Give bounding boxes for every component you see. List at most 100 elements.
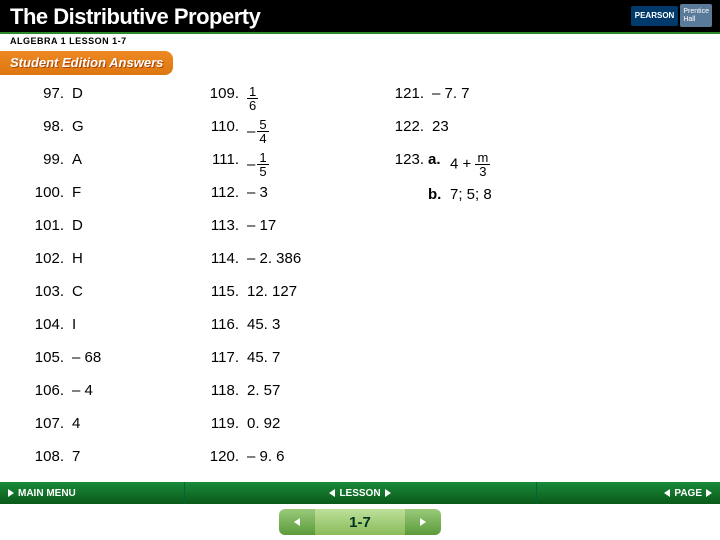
answer-number: 110. xyxy=(205,118,243,135)
publisher-logo: PEARSON Prentice Hall xyxy=(631,4,712,27)
triangle-left-icon xyxy=(329,489,335,497)
answer-row: 101.D xyxy=(30,217,205,250)
answer-number: 116. xyxy=(205,316,243,333)
triangle-right-icon xyxy=(420,518,426,526)
answer-value: H xyxy=(68,250,83,267)
answer-number: 113. xyxy=(205,217,243,234)
answer-row: 120.– 9. 6 xyxy=(205,448,390,481)
subpart-label: b. xyxy=(428,186,450,203)
answer-number: 106. xyxy=(30,382,68,399)
answer-number: 104. xyxy=(30,316,68,333)
answer-value: 23 xyxy=(428,118,449,135)
answer-value: 2. 57 xyxy=(243,382,280,399)
footer-bar: MAIN MENU LESSON PAGE xyxy=(0,482,720,504)
answer-number: 121. xyxy=(390,85,428,102)
page-prev-button[interactable] xyxy=(279,509,315,535)
answer-number: 101. xyxy=(30,217,68,234)
triangle-left-icon xyxy=(294,518,300,526)
answer-number: 107. xyxy=(30,415,68,432)
answer-row: 116.45. 3 xyxy=(205,316,390,349)
answer-row: 99.A xyxy=(30,151,205,184)
answer-row: 110.–54 xyxy=(205,118,390,151)
subpart-label: a. xyxy=(428,151,450,178)
answer-value: 45. 3 xyxy=(243,316,280,333)
answer-row: 98.G xyxy=(30,118,205,151)
answer-number: 109. xyxy=(205,85,243,102)
answer-row: 107.4 xyxy=(30,415,205,448)
answer-number: 102. xyxy=(30,250,68,267)
subtitle-bar: ALGEBRA 1 LESSON 1-7 xyxy=(0,34,720,49)
answer-number: 99. xyxy=(30,151,68,168)
answer-row: 122.23 xyxy=(390,118,710,151)
page-navigator: 1-7 xyxy=(0,504,720,540)
answers-column-1: 97.D98.G99.A100.F101.D102.H103.C104.I105… xyxy=(30,85,205,481)
answer-value: – 3 xyxy=(243,184,268,201)
answer-row: 115.12. 127 xyxy=(205,283,390,316)
answer-value: I xyxy=(68,316,76,333)
answer-number: 108. xyxy=(30,448,68,465)
answer-number: 118. xyxy=(205,382,243,399)
pearson-logo-text: PEARSON xyxy=(631,6,679,26)
triangle-right-icon xyxy=(385,489,391,497)
main-menu-button[interactable]: MAIN MENU xyxy=(0,482,185,504)
answer-row: 102.H xyxy=(30,250,205,283)
answer-value: – 2. 386 xyxy=(243,250,301,267)
answer-value: 16 xyxy=(243,85,258,112)
answer-number: 112. xyxy=(205,184,243,201)
answer-row: 111.–15 xyxy=(205,151,390,184)
answer-value: C xyxy=(68,283,83,300)
answer-value: 45. 7 xyxy=(243,349,280,366)
answer-row-123: 123.a.4 + m3b.7; 5; 8 xyxy=(390,151,710,203)
answer-row: 117.45. 7 xyxy=(205,349,390,382)
answer-number: 120. xyxy=(205,448,243,465)
answer-number: 117. xyxy=(205,349,243,366)
answer-subparts: a.4 + m3b.7; 5; 8 xyxy=(428,151,492,203)
page-number: 1-7 xyxy=(315,509,405,535)
answer-number: 105. xyxy=(30,349,68,366)
answers-content: 97.D98.G99.A100.F101.D102.H103.C104.I105… xyxy=(0,75,720,481)
answer-value: 12. 127 xyxy=(243,283,297,300)
footer: MAIN MENU LESSON PAGE 1-7 xyxy=(0,482,720,540)
answer-row: 104.I xyxy=(30,316,205,349)
answer-value: D xyxy=(68,85,83,102)
answer-row: 109.16 xyxy=(205,85,390,118)
answer-number: 123. xyxy=(390,151,428,168)
triangle-right-icon xyxy=(706,489,712,497)
answer-number: 97. xyxy=(30,85,68,102)
answer-row: 103.C xyxy=(30,283,205,316)
answer-number: 100. xyxy=(30,184,68,201)
answer-row: 108.7 xyxy=(30,448,205,481)
answer-row: 113.– 17 xyxy=(205,217,390,250)
answer-row: 121.– 7. 7 xyxy=(390,85,710,118)
answer-row: 114.– 2. 386 xyxy=(205,250,390,283)
lesson-nav[interactable]: LESSON xyxy=(185,482,537,504)
answer-number: 114. xyxy=(205,250,243,267)
answer-row: 118.2. 57 xyxy=(205,382,390,415)
answer-value: 4 xyxy=(68,415,80,432)
answer-number: 119. xyxy=(205,415,243,432)
subpart-value: 7; 5; 8 xyxy=(450,186,492,203)
answer-value: – 7. 7 xyxy=(428,85,470,102)
answers-column-2: 109.16110.–54111.–15112.– 3113.– 17114.–… xyxy=(205,85,390,481)
answer-value: –54 xyxy=(243,118,269,145)
prentice-hall-logo: Prentice Hall xyxy=(680,4,712,27)
subpart-value: 4 + m3 xyxy=(450,151,490,178)
answer-value: A xyxy=(68,151,82,168)
answer-value: 7 xyxy=(68,448,80,465)
page-nav-button[interactable]: PAGE xyxy=(537,482,720,504)
answer-value: – 4 xyxy=(68,382,93,399)
triangle-left-icon xyxy=(664,489,670,497)
answer-value: G xyxy=(68,118,84,135)
answer-value: – 68 xyxy=(68,349,101,366)
answer-row: 106.– 4 xyxy=(30,382,205,415)
page-next-button[interactable] xyxy=(405,509,441,535)
answer-value: D xyxy=(68,217,83,234)
answer-row: 112.– 3 xyxy=(205,184,390,217)
answer-value: – 9. 6 xyxy=(243,448,285,465)
answer-number: 122. xyxy=(390,118,428,135)
answer-value: –15 xyxy=(243,151,269,178)
answer-value: F xyxy=(68,184,81,201)
answer-number: 111. xyxy=(205,151,243,168)
answer-value: 0. 92 xyxy=(243,415,280,432)
title-bar: The Distributive Property xyxy=(0,0,720,34)
